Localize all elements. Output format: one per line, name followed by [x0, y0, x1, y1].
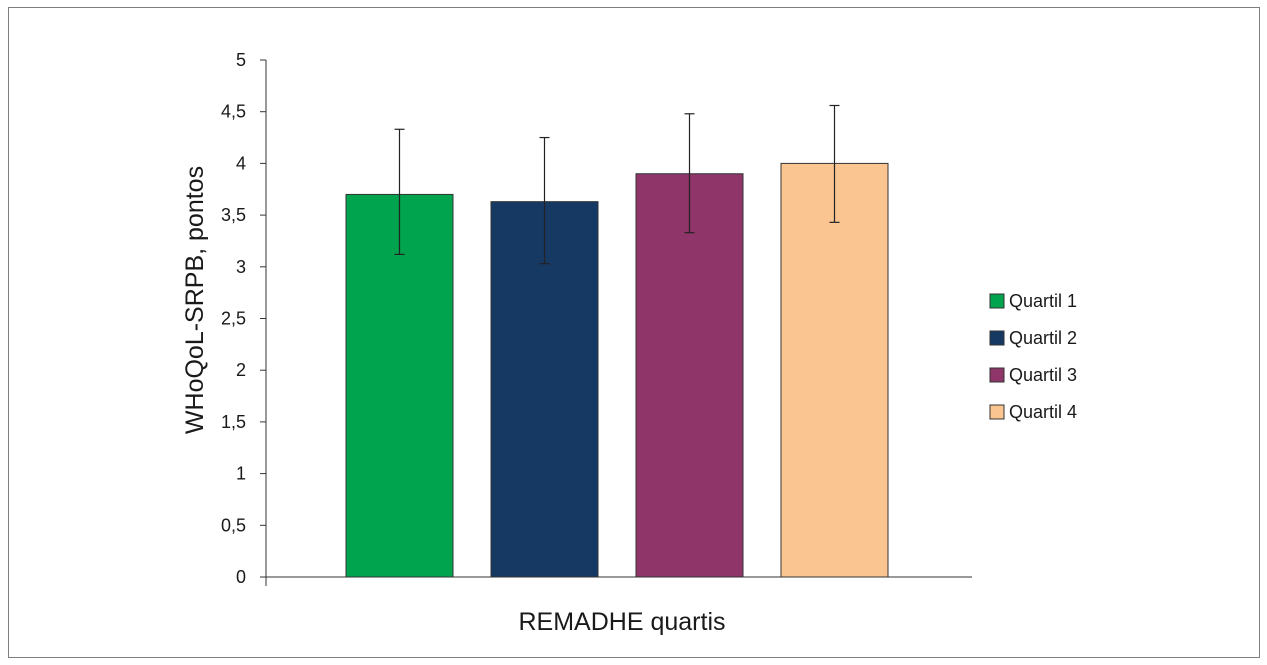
bar-quartil-4: [780, 162, 889, 578]
chart-frame: [8, 7, 1260, 658]
legend-label: Quartil 3: [1009, 365, 1077, 385]
y-tick-label: 1,5: [221, 412, 246, 432]
legend-label: Quartil 4: [1009, 402, 1077, 422]
y-axis-title: WHoQoL-SRPB, pontos: [181, 166, 209, 434]
x-axis-title: REMADHE quartis: [519, 608, 726, 636]
legend-label: Quartil 1: [1009, 291, 1077, 311]
bars: [345, 162, 889, 578]
error-bars: [394, 104, 840, 265]
y-tick-label: 2: [236, 360, 246, 380]
legend-item-quartil-4: Quartil 4: [989, 402, 1077, 422]
y-tick-label: 1: [236, 464, 246, 484]
y-tick-label: 0: [236, 567, 246, 587]
legend-item-quartil-2: Quartil 2: [989, 328, 1077, 348]
y-axis-ticks: 0 0,5 1 1,5 2 2,5 3 3,5 4 4,5 5: [221, 50, 266, 587]
legend-item-quartil-1: Quartil 1: [989, 291, 1077, 311]
y-tick-label: 3,5: [221, 205, 246, 225]
legend-swatch: [989, 330, 1005, 346]
y-tick-label: 2,5: [221, 309, 246, 329]
error-bar-quartil-1: [394, 128, 405, 255]
legend-swatch: [989, 293, 1005, 309]
error-bar-quartil-3: [684, 113, 695, 234]
y-tick-label: 4,5: [221, 102, 246, 122]
bar-quartil-1: [345, 193, 454, 578]
legend-swatch: [989, 367, 1005, 383]
y-tick-label: 4: [236, 153, 246, 173]
error-bar-quartil-2: [539, 136, 550, 265]
legend-label: Quartil 2: [1009, 328, 1077, 348]
legend-item-quartil-3: Quartil 3: [989, 365, 1077, 385]
y-tick-label: 0,5: [221, 515, 246, 535]
error-bar-quartil-4: [829, 104, 840, 223]
y-tick-label: 3: [236, 257, 246, 277]
legend: Quartil 1 Quartil 2 Quartil 3 Quartil 4: [989, 291, 1077, 422]
legend-swatch: [989, 404, 1005, 420]
bar-quartil-3: [635, 173, 744, 578]
y-tick-label: 5: [236, 50, 246, 70]
